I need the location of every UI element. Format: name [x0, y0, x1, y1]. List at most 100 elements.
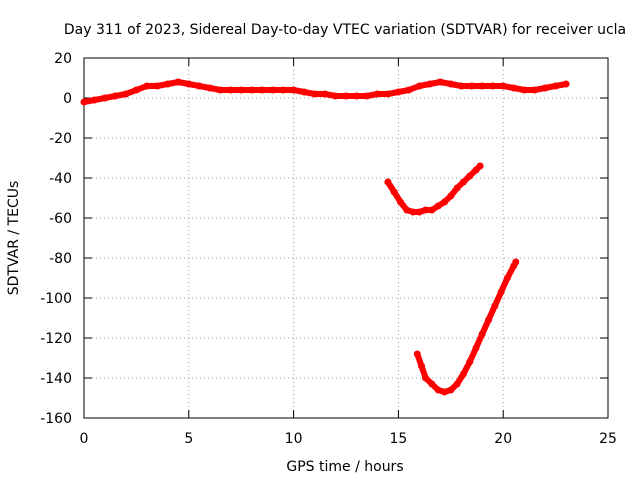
data-point [122, 90, 130, 98]
data-point [510, 84, 518, 92]
data-point [363, 92, 371, 100]
x-tick-label: 5 [184, 431, 193, 447]
data-point [441, 198, 448, 206]
data-point [434, 386, 442, 394]
data-point [397, 198, 404, 206]
data-point [499, 82, 507, 90]
data-point [258, 86, 266, 94]
data-point [216, 86, 224, 94]
data-point [279, 86, 287, 94]
data-point [552, 82, 560, 90]
y-tick-label: 20 [54, 51, 72, 67]
data-point [466, 172, 474, 180]
data-point [164, 80, 172, 88]
y-tick-label: -60 [49, 211, 72, 227]
y-tick-label: -120 [40, 331, 72, 347]
chart-title: Day 311 of 2023, Sidereal Day-to-day VTE… [64, 22, 626, 38]
data-point [227, 86, 235, 94]
data-point [413, 350, 421, 358]
data-series-0 [80, 78, 570, 106]
y-tick-label: -80 [49, 251, 72, 267]
data-point [531, 86, 539, 94]
data-point [447, 386, 455, 394]
data-point [447, 192, 455, 200]
y-tick-label: -100 [40, 291, 72, 307]
y-tick-label: -40 [49, 171, 72, 187]
data-point [422, 206, 430, 214]
data-point [143, 82, 151, 90]
data-point [453, 380, 461, 388]
data-point [489, 82, 497, 90]
data-point [520, 86, 528, 94]
data-point [132, 86, 140, 94]
data-point [248, 86, 256, 94]
data-point [459, 370, 467, 378]
data-point [321, 90, 329, 98]
data-point [476, 162, 484, 170]
data-point [153, 82, 161, 90]
x-tick-label: 25 [599, 431, 617, 447]
data-point [405, 86, 413, 94]
data-point [342, 92, 350, 100]
data-series-2 [413, 258, 520, 396]
data-point [447, 80, 455, 88]
x-tick-label: 15 [389, 431, 407, 447]
data-series-1 [384, 162, 484, 216]
data-series [80, 78, 570, 396]
x-axis-label: GPS time / hours [286, 459, 403, 475]
data-point [491, 302, 499, 310]
data-point [415, 208, 423, 216]
data-point [300, 88, 308, 96]
data-point [332, 92, 339, 100]
data-point [409, 208, 417, 216]
y-tick-label: -160 [40, 411, 72, 427]
data-point [237, 86, 245, 94]
data-point [80, 98, 88, 106]
data-point [384, 178, 392, 186]
data-point [195, 82, 203, 90]
data-point [453, 184, 461, 192]
data-point [441, 388, 448, 396]
data-point [206, 84, 214, 92]
data-point [459, 178, 467, 186]
data-point [415, 82, 423, 90]
data-point [497, 288, 505, 296]
axis-ticks: 0 5 10 15 20 25 20 0 -20 -40 -60 -80 -100 -120 -140 -16… [40, 51, 617, 447]
data-point [311, 90, 319, 98]
y-tick-label: -20 [49, 131, 72, 147]
data-point [174, 78, 182, 86]
data-point [436, 78, 444, 86]
data-point [457, 82, 465, 90]
data-point [468, 82, 476, 90]
data-point [403, 206, 411, 214]
data-point [269, 86, 277, 94]
data-point [562, 80, 570, 88]
plot-frame [83, 57, 609, 419]
data-point [384, 90, 392, 98]
x-tick-label: 0 [80, 431, 89, 447]
gridlines [84, 58, 608, 418]
y-tick-label: 0 [63, 91, 72, 107]
data-point [541, 84, 549, 92]
y-tick-label: -140 [40, 371, 72, 387]
series-line [384, 163, 484, 215]
data-point [478, 82, 486, 90]
data-point [428, 380, 436, 388]
x-tick-label: 20 [494, 431, 512, 447]
data-point [373, 90, 381, 98]
data-point [185, 80, 193, 88]
data-point [394, 88, 402, 96]
data-point [428, 206, 436, 214]
data-point [422, 374, 430, 382]
data-point [503, 274, 511, 282]
data-point [290, 86, 298, 94]
data-point [485, 316, 492, 324]
data-point [353, 92, 360, 100]
data-point [472, 344, 480, 352]
data-point [390, 188, 398, 196]
data-point [426, 80, 434, 88]
data-point [418, 362, 425, 370]
data-point [91, 96, 98, 104]
x-tick-label: 10 [285, 431, 303, 447]
